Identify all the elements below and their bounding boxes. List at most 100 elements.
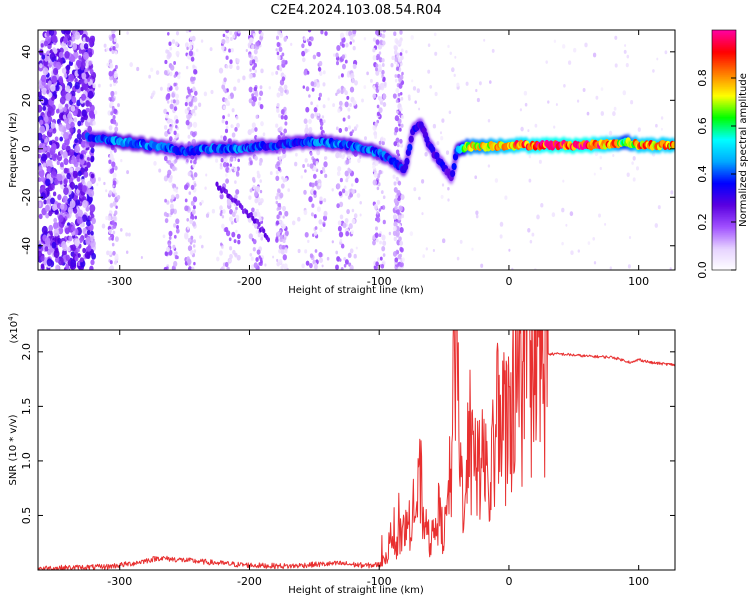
- noise-speck: [393, 45, 398, 51]
- noise-speck: [185, 119, 190, 126]
- noise-speck: [225, 64, 229, 69]
- noise-speck: [382, 195, 386, 200]
- noise-speck: [96, 183, 99, 187]
- noise-speck: [280, 249, 285, 255]
- noise-speck: [374, 121, 378, 127]
- noise-speck: [38, 165, 43, 172]
- noise-speck: [439, 131, 443, 135]
- noise-speck: [79, 154, 84, 160]
- noise-speck: [382, 30, 387, 33]
- noise-speck: [343, 256, 347, 261]
- colorbar-frame: [711, 29, 737, 271]
- noise-speck: [55, 61, 62, 70]
- noise-speck: [44, 246, 49, 252]
- noise-speck: [346, 153, 351, 160]
- noise-speck: [177, 74, 181, 80]
- noise-speck: [168, 242, 171, 247]
- snr-panel: -300 -200 -100 0 100 0.5 1.0 1.5 2.0 Height of s…: [7, 312, 676, 596]
- noise-speck: [211, 208, 216, 214]
- noise-speck: [83, 171, 89, 178]
- noise-speck: [76, 247, 80, 253]
- noise-speck: [393, 225, 397, 232]
- noise-speck: [77, 261, 81, 267]
- noise-speck: [109, 168, 114, 174]
- noise-speck: [392, 174, 396, 179]
- noise-speck: [271, 71, 274, 76]
- colorbar-swatch: [712, 112, 736, 115]
- noise-speck: [193, 90, 198, 96]
- noise-speck: [69, 199, 76, 209]
- noise-speck: [351, 129, 355, 133]
- noise-speck: [231, 108, 235, 113]
- noise-speck: [91, 217, 96, 225]
- noise-speck: [110, 111, 114, 116]
- noise-speck: [70, 105, 76, 112]
- noise-speck: [169, 103, 174, 110]
- colorbar-swatch: [712, 164, 736, 167]
- noise-speck: [247, 216, 252, 223]
- noise-speck: [335, 52, 339, 58]
- noise-speck: [72, 158, 78, 165]
- noise-speck: [351, 78, 355, 84]
- noise-speck: [50, 170, 57, 179]
- noise-speck: [63, 131, 69, 140]
- noise-speck: [229, 92, 234, 99]
- noise-speck: [188, 30, 192, 33]
- noise-speck: [381, 205, 386, 210]
- noise-speck: [112, 119, 117, 125]
- noise-speck: [562, 179, 565, 183]
- noise-speck: [456, 256, 460, 261]
- noise-speck: [114, 91, 118, 95]
- noise-speck: [280, 132, 283, 136]
- noise-speck: [312, 158, 317, 164]
- noise-speck: [107, 110, 112, 116]
- noise-speck: [192, 205, 196, 210]
- colorbar-swatch: [712, 236, 736, 239]
- noise-speck: [89, 204, 96, 213]
- noise-speck: [664, 50, 668, 55]
- noise-speck: [397, 266, 402, 270]
- colorbar-swatch: [712, 208, 736, 211]
- noise-speck: [586, 111, 590, 116]
- noise-speck: [236, 166, 240, 172]
- noise-speck: [341, 154, 345, 160]
- noise-speck: [190, 110, 194, 114]
- noise-speck: [235, 206, 238, 211]
- noise-speck: [319, 196, 323, 201]
- noise-speck: [248, 195, 252, 200]
- noise-speck: [313, 107, 318, 113]
- noise-speck: [345, 159, 350, 165]
- noise-speck: [52, 203, 58, 212]
- noise-speck: [52, 191, 57, 197]
- noise-speck: [379, 256, 383, 261]
- snr-axes: -300 -200 -100 0 100 0.5 1.0 1.5 2.0: [20, 330, 675, 588]
- colorbar-swatch: [712, 48, 736, 51]
- noise-speck: [38, 213, 43, 220]
- noise-speck: [553, 39, 557, 43]
- noise-speck: [174, 158, 178, 163]
- noise-speck: [424, 151, 428, 157]
- noise-speck: [254, 127, 258, 132]
- noise-speck: [57, 257, 64, 266]
- noise-speck: [43, 199, 47, 205]
- noise-speck: [400, 123, 404, 128]
- noise-speck: [349, 248, 354, 254]
- noise-speck: [600, 111, 604, 116]
- noise-speck: [252, 33, 256, 37]
- noise-speck: [40, 176, 45, 182]
- noise-speck: [395, 99, 399, 103]
- noise-speck: [184, 42, 189, 48]
- noise-speck: [258, 96, 262, 101]
- noise-speck: [380, 263, 385, 269]
- noise-speck: [395, 137, 400, 144]
- noise-speck: [219, 163, 223, 167]
- noise-speck: [440, 194, 444, 199]
- noise-speck: [231, 231, 236, 238]
- colorbar-swatch: [712, 162, 736, 165]
- noise-speck: [337, 108, 341, 113]
- noise-speck: [322, 82, 326, 87]
- noise-speck: [323, 119, 326, 124]
- noise-speck: [396, 189, 401, 196]
- noise-speck: [114, 126, 119, 132]
- noise-speck: [275, 35, 280, 40]
